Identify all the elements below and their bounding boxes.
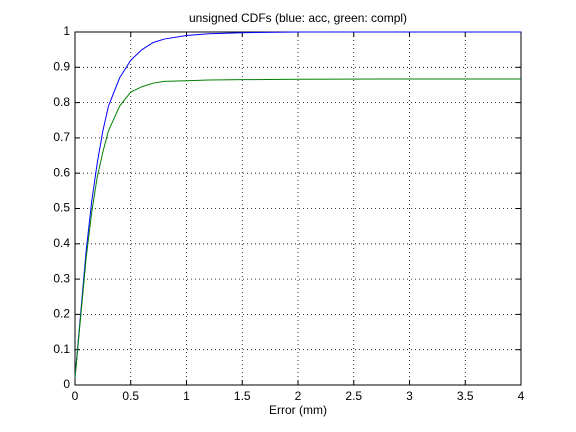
x-tick-label: 0 (72, 389, 79, 403)
x-tick-label: 2.5 (345, 389, 362, 403)
x-axis-label: Error (mm) (269, 403, 327, 417)
y-tick-label: 0.7 (53, 130, 70, 144)
x-tick-label: 3.5 (457, 389, 474, 403)
y-tick-label: 0.5 (53, 201, 70, 215)
data-line (74, 31, 521, 378)
chart-title: unsigned CDFs (blue: acc, green: compl) (189, 11, 407, 25)
x-tick-label: 1.5 (234, 389, 251, 403)
y-tick-label: 0.3 (53, 271, 70, 285)
y-tick-label: 0.1 (53, 342, 70, 356)
x-tick-label: 3 (406, 389, 413, 403)
y-tick-label: 1 (63, 24, 70, 38)
x-tick-label: 1 (183, 389, 190, 403)
y-tick-label: 0.4 (53, 236, 70, 250)
y-tick-label: 0.2 (53, 307, 70, 321)
y-tick-label: 0.9 (53, 59, 70, 73)
y-tick-label: 0 (63, 377, 70, 391)
x-tick-label: 2 (295, 389, 302, 403)
data-line (74, 78, 521, 378)
x-tick-label: 0.5 (122, 389, 139, 403)
y-tick-label: 0.8 (53, 95, 70, 109)
y-tick-label: 0.6 (53, 165, 70, 179)
x-tick-label: 4 (518, 389, 525, 403)
